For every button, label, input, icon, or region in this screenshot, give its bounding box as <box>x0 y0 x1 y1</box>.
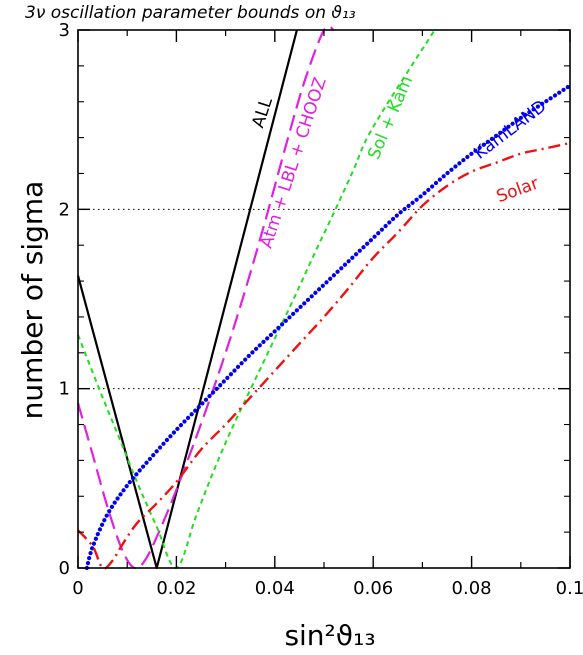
y-tick-label: 3 <box>59 20 70 41</box>
x-tick-label: 0.06 <box>353 578 393 599</box>
x-axis-label: sin²ϑ₁₃ <box>284 619 375 652</box>
y-axis-label: number of sigma <box>16 181 49 420</box>
series-line-2 <box>77 29 436 569</box>
chart-title: 3ν oscillation parameter bounds on ϑ₁₃ <box>25 3 356 23</box>
plot-frame <box>77 29 571 569</box>
series-label-3: KamLAND <box>470 96 550 163</box>
series-label-4: Solar <box>494 173 542 207</box>
y-tick-label: 2 <box>59 199 70 220</box>
series-line-4 <box>77 141 571 570</box>
x-tick-label: 0.08 <box>452 578 492 599</box>
x-tick-label: 0.02 <box>156 578 196 599</box>
y-tick-label: 1 <box>59 379 70 400</box>
x-tick-label: 0 <box>72 578 83 599</box>
series-line-3 <box>84 83 573 571</box>
series-label-2: Sol + Kam <box>364 73 417 163</box>
y-tick-label: 0 <box>59 558 70 579</box>
x-tick-label: 0.04 <box>255 578 295 599</box>
x-tick-label: 0.1 <box>556 578 583 599</box>
reference-lines <box>78 208 570 390</box>
tick-labels: 0 0.02 0.04 0.06 0.08 0.1 0 1 2 3 <box>59 20 583 599</box>
series-layer <box>76 25 573 571</box>
axis-ticks <box>77 29 571 569</box>
series-line-1 <box>76 25 335 570</box>
